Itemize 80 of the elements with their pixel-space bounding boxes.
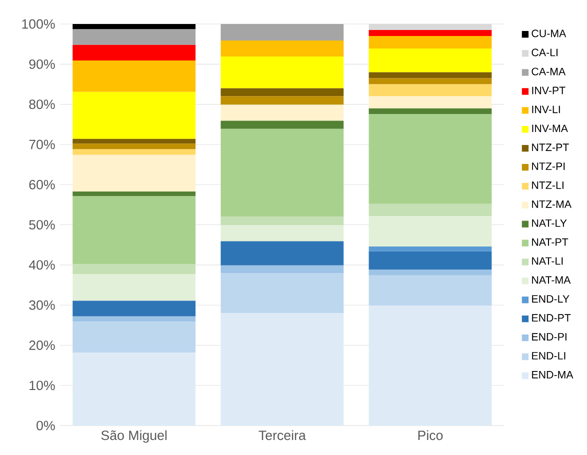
legend-label: END-MA (532, 371, 574, 378)
bar (220, 128, 344, 217)
x-tick-label: São Miguel (101, 430, 167, 443)
y-tick-label: 60% (29, 180, 55, 190)
bar (368, 96, 492, 108)
legend-label: NTZ-MA (532, 200, 572, 208)
legend-label: INV-PT (532, 86, 566, 94)
bar (72, 300, 196, 316)
bar (368, 246, 492, 252)
y-tick-label: 20% (29, 340, 55, 350)
y-tick-label: 100% (22, 19, 55, 29)
bar (220, 40, 344, 57)
bar (220, 313, 344, 426)
y-tick-label: 30% (29, 300, 55, 310)
bar (368, 108, 492, 114)
bar (368, 36, 492, 49)
bar (72, 191, 196, 196)
bar (220, 273, 344, 314)
bar (368, 270, 492, 276)
bar (220, 88, 344, 96)
legend-label: END-LY (532, 295, 570, 303)
legend-label: NTZ-PI (532, 162, 565, 170)
legend-label: INV-MA (532, 124, 568, 132)
legend-label: CA-LI (532, 48, 558, 56)
bar (72, 352, 196, 426)
y-tick-label: 0% (36, 420, 55, 430)
x-tick-label: Terceira (258, 430, 306, 440)
y-tick-label: 10% (30, 380, 55, 390)
y-tick-label: 90% (29, 59, 55, 69)
y-tick-label: 80% (29, 100, 55, 110)
bar (72, 274, 196, 301)
bar (220, 56, 344, 88)
bar (368, 216, 492, 247)
x-tick-label: Pico (418, 430, 443, 440)
legend-label: NTZ-LI (532, 182, 564, 189)
bar (220, 225, 344, 242)
bar (368, 306, 492, 426)
bar (368, 48, 492, 72)
legend-label: NAT-MA (532, 276, 571, 284)
legend-label: NTZ-PT (532, 144, 569, 152)
legend-label: NAT-LI (532, 257, 563, 265)
bar (368, 78, 492, 84)
legend-label: END-LI (532, 352, 566, 360)
bar (220, 216, 344, 226)
bar (368, 72, 492, 78)
bar (368, 275, 492, 306)
bar (72, 29, 196, 45)
bar (368, 251, 492, 270)
bar (220, 96, 344, 105)
bar (220, 265, 344, 274)
bar (220, 24, 344, 41)
legend-label: END-PT (532, 314, 571, 322)
bar (72, 316, 196, 322)
bar (368, 114, 492, 204)
bar (368, 204, 492, 216)
bar (72, 60, 196, 92)
legend-label: CA-MA (532, 68, 566, 76)
bar (72, 322, 196, 353)
bar (72, 44, 196, 61)
bar (72, 92, 196, 139)
bar (72, 24, 196, 30)
legend-label: INV-LI (532, 106, 560, 114)
legend-label: NAT-LY (532, 219, 567, 227)
bar (72, 154, 196, 192)
bar (220, 104, 344, 121)
bar (72, 138, 196, 144)
y-tick-label: 50% (29, 220, 55, 230)
bar (368, 84, 492, 96)
legend-label: NAT-PT (532, 238, 568, 246)
bar (72, 264, 196, 274)
y-tick-label: 40% (28, 260, 55, 270)
bar (220, 120, 344, 129)
bar (72, 196, 196, 264)
bar (220, 241, 344, 266)
bar (72, 149, 196, 155)
y-tick-label: 70% (29, 140, 55, 150)
bar (72, 144, 196, 150)
legend-label: END-PI (532, 333, 566, 341)
legend-label: CU-MA (532, 30, 566, 38)
bar (368, 30, 492, 36)
